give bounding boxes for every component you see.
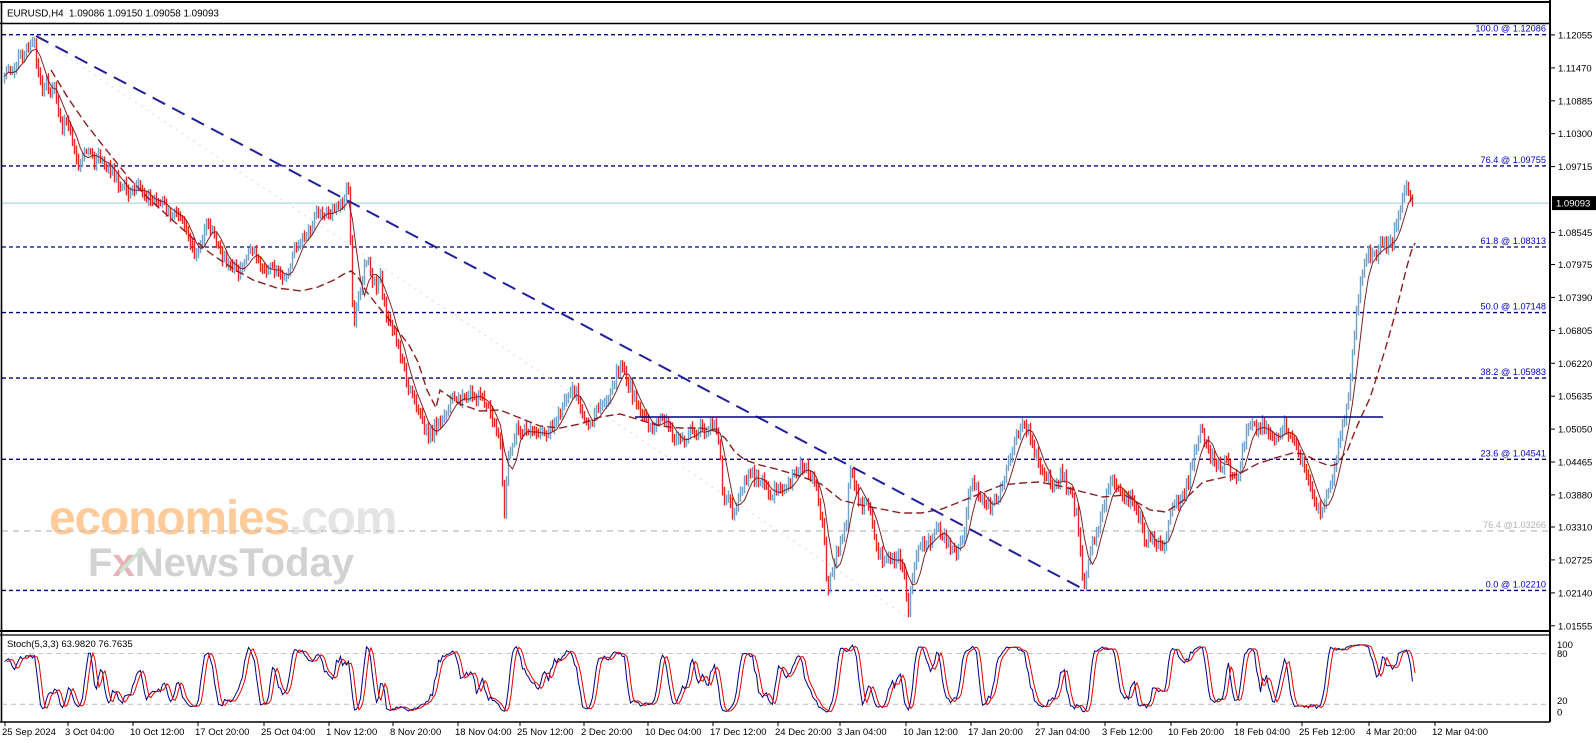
svg-text:80: 80 <box>1557 649 1568 660</box>
svg-text:1.05050: 1.05050 <box>1558 425 1592 436</box>
svg-text:1.10300: 1.10300 <box>1558 129 1592 140</box>
svg-text:1.04465: 1.04465 <box>1558 458 1592 469</box>
svg-text:61.8 @ 1.08313: 61.8 @ 1.08313 <box>1480 236 1546 246</box>
svg-text:10 Dec 04:00: 10 Dec 04:00 <box>645 727 702 738</box>
svg-text:18 Nov 04:00: 18 Nov 04:00 <box>455 727 512 738</box>
svg-text:FxNewsToday: FxNewsToday <box>88 541 355 585</box>
svg-text:1.07975: 1.07975 <box>1558 260 1592 271</box>
svg-text:4 Mar 20:00: 4 Mar 20:00 <box>1366 727 1417 738</box>
svg-text:20: 20 <box>1557 696 1568 707</box>
svg-text:1.06220: 1.06220 <box>1558 359 1592 370</box>
svg-text:1.09715: 1.09715 <box>1558 162 1592 173</box>
svg-text:Stoch(5,3,3) 63.9820 76.7635: Stoch(5,3,3) 63.9820 76.7635 <box>7 639 133 650</box>
svg-text:100: 100 <box>1557 640 1573 651</box>
svg-text:1.07390: 1.07390 <box>1558 293 1592 304</box>
svg-text:1.08545: 1.08545 <box>1558 228 1592 239</box>
svg-text:2 Dec 20:00: 2 Dec 20:00 <box>581 727 632 738</box>
svg-text:18 Feb 04:00: 18 Feb 04:00 <box>1234 727 1290 738</box>
svg-text:23.6 @ 1.04541: 23.6 @ 1.04541 <box>1480 448 1546 458</box>
svg-text:17 Dec 12:00: 17 Dec 12:00 <box>710 727 767 738</box>
svg-text:10 Oct 12:00: 10 Oct 12:00 <box>130 727 184 738</box>
svg-text:economies.com: economies.com <box>49 492 396 545</box>
svg-text:50.0 @ 1.07148: 50.0 @ 1.07148 <box>1480 302 1546 312</box>
svg-text:17 Jan 20:00: 17 Jan 20:00 <box>968 727 1023 738</box>
svg-text:1.06805: 1.06805 <box>1558 326 1592 337</box>
svg-text:8 Nov 20:00: 8 Nov 20:00 <box>390 727 441 738</box>
svg-text:24 Dec 20:00: 24 Dec 20:00 <box>775 727 832 738</box>
svg-text:3 Feb 12:00: 3 Feb 12:00 <box>1102 727 1153 738</box>
svg-text:1.11470: 1.11470 <box>1558 63 1592 74</box>
svg-text:17 Oct 20:00: 17 Oct 20:00 <box>195 727 249 738</box>
svg-text:10 Jan 12:00: 10 Jan 12:00 <box>903 727 958 738</box>
svg-text:1.03880: 1.03880 <box>1558 490 1592 501</box>
svg-text:100.0 @ 1.12086: 100.0 @ 1.12086 <box>1475 24 1546 34</box>
svg-text:1 Nov 12:00: 1 Nov 12:00 <box>326 727 377 738</box>
svg-text:3 Jan 04:00: 3 Jan 04:00 <box>837 727 887 738</box>
svg-text:25 Feb 12:00: 25 Feb 12:00 <box>1299 727 1355 738</box>
svg-text:1.03310: 1.03310 <box>1558 523 1592 534</box>
svg-text:25 Nov 12:00: 25 Nov 12:00 <box>517 727 574 738</box>
svg-text:76.4 @ 1.09755: 76.4 @ 1.09755 <box>1480 155 1546 165</box>
svg-text:12 Mar 04:00: 12 Mar 04:00 <box>1432 727 1488 738</box>
svg-text:1.01555: 1.01555 <box>1558 621 1592 632</box>
svg-text:1.02725: 1.02725 <box>1558 555 1592 566</box>
svg-text:0: 0 <box>1557 708 1562 719</box>
svg-text:1.10885: 1.10885 <box>1558 96 1592 107</box>
svg-text:1.12055: 1.12055 <box>1558 30 1592 41</box>
svg-text:10 Feb 20:00: 10 Feb 20:00 <box>1168 727 1224 738</box>
svg-text:1.05635: 1.05635 <box>1558 392 1592 403</box>
svg-text:1.09093: 1.09093 <box>1556 199 1590 210</box>
svg-text:76.4 @1.03266: 76.4 @1.03266 <box>1483 520 1546 530</box>
svg-text:1.02140: 1.02140 <box>1558 588 1592 599</box>
svg-text:0.0 @ 1.02210: 0.0 @ 1.02210 <box>1486 579 1546 589</box>
svg-text:EURUSD,H4 1.09086 1.09150 1.0: EURUSD,H4 1.09086 1.09150 1.09058 1.0909… <box>7 9 219 20</box>
svg-text:25 Sep 2024: 25 Sep 2024 <box>2 727 56 738</box>
svg-text:25 Oct 04:00: 25 Oct 04:00 <box>261 727 315 738</box>
svg-text:27 Jan 04:00: 27 Jan 04:00 <box>1035 727 1090 738</box>
svg-text:3 Oct 04:00: 3 Oct 04:00 <box>65 727 114 738</box>
svg-text:38.2 @ 1.05983: 38.2 @ 1.05983 <box>1480 367 1546 377</box>
